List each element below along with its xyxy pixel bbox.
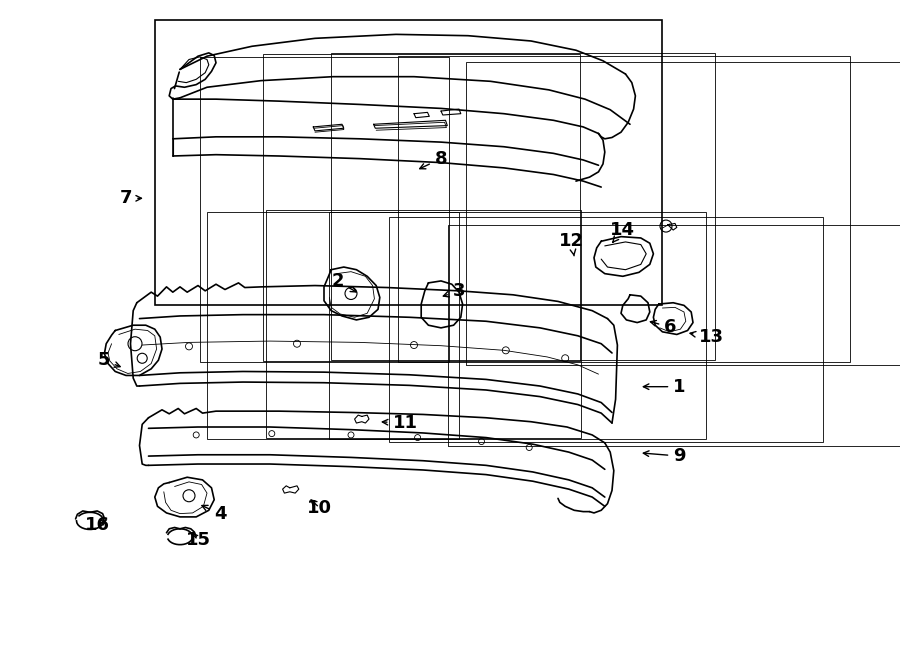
Text: 8: 8 xyxy=(419,149,447,169)
Text: 3: 3 xyxy=(444,282,465,300)
Bar xyxy=(207,212,459,439)
Text: 4: 4 xyxy=(202,505,227,524)
Bar xyxy=(331,53,715,360)
Text: 2: 2 xyxy=(331,272,356,292)
Text: 16: 16 xyxy=(85,516,110,535)
Text: 10: 10 xyxy=(307,498,332,517)
Bar xyxy=(329,212,706,439)
Bar xyxy=(263,54,580,361)
Text: 9: 9 xyxy=(644,447,686,465)
Text: 7: 7 xyxy=(120,189,141,208)
Bar xyxy=(398,56,850,362)
Bar xyxy=(389,217,823,442)
Text: 5: 5 xyxy=(97,351,121,369)
Text: 13: 13 xyxy=(690,328,724,346)
Text: 6: 6 xyxy=(651,318,677,336)
Bar xyxy=(266,210,581,438)
Bar xyxy=(200,57,449,362)
Text: 15: 15 xyxy=(185,531,211,549)
Text: 1: 1 xyxy=(644,377,686,396)
Polygon shape xyxy=(155,20,661,305)
Text: 12: 12 xyxy=(559,232,584,256)
Text: 14: 14 xyxy=(610,221,635,242)
Bar xyxy=(448,225,900,446)
Text: 11: 11 xyxy=(382,414,418,432)
Bar xyxy=(466,62,900,365)
